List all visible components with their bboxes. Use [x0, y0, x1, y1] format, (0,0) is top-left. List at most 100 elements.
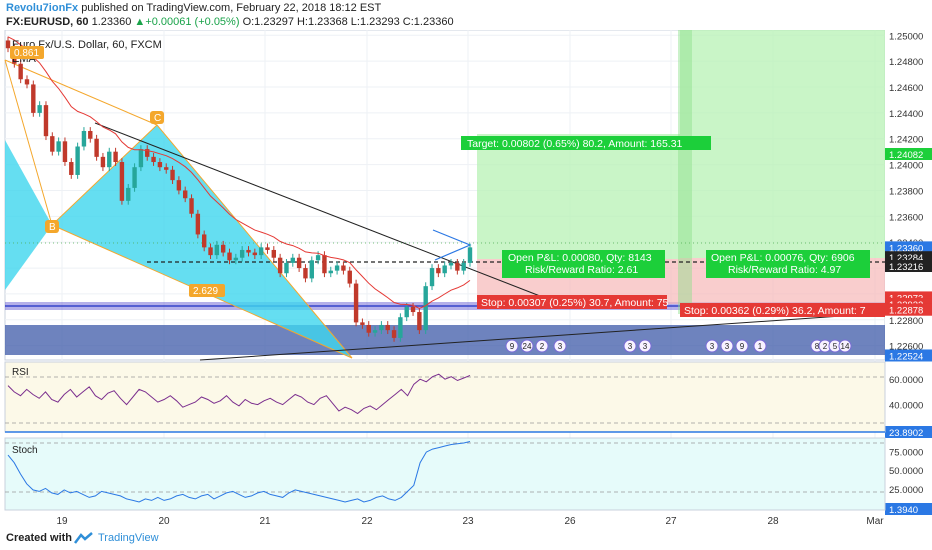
- pattern-c-label: C: [154, 113, 161, 124]
- chart-header: Revolu7ionFx published on TradingView.co…: [0, 0, 932, 30]
- time-tick: 28: [767, 516, 779, 527]
- chart-canvas[interactable]: Euro Fx/U.S. Dollar, 60, FXCM EMA 0.861 …: [0, 30, 932, 528]
- rsi-pane: [4, 361, 886, 433]
- candle: [246, 249, 251, 253]
- price-tick: 1.22600: [889, 342, 923, 353]
- stop-label-2[interactable]: Stop: 0.00362 (0.29%) 36.2, Amount: 7: [684, 305, 866, 317]
- time-tick: 20: [158, 516, 170, 527]
- candle: [315, 255, 321, 261]
- price-tick: 1.24600: [889, 83, 923, 94]
- price-label-bg: [885, 259, 932, 272]
- candle: [100, 156, 106, 168]
- pnl-label-1[interactable]: Open P&L: 0.00080, Qty: 8143: [508, 252, 652, 264]
- candle: [233, 257, 239, 261]
- tradingview-brand[interactable]: TradingView: [98, 532, 159, 544]
- ema-line: [7, 36, 471, 309]
- price-axis[interactable]: [885, 30, 932, 528]
- candle: [366, 324, 371, 333]
- candle: [107, 151, 112, 168]
- candle: [429, 268, 435, 287]
- rsi-tick: 40.0000: [889, 401, 923, 412]
- candle: [5, 40, 11, 49]
- pnl-label-2[interactable]: Open P&L: 0.00076, Qty: 6906: [711, 252, 855, 264]
- symbol-label[interactable]: FX:EURUSD, 60: [6, 16, 89, 28]
- published-text: published on TradingView.com, February 2…: [81, 2, 382, 14]
- candle: [296, 257, 302, 269]
- event-count: 14: [841, 342, 850, 351]
- candle: [341, 265, 346, 271]
- candle: [277, 257, 283, 274]
- event-count: 2: [540, 342, 545, 351]
- chart-title: Euro Fx/U.S. Dollar, 60, FXCM: [12, 39, 162, 51]
- candle: [239, 249, 245, 258]
- event-count: 3: [628, 342, 633, 351]
- pattern-leg-xab: [5, 140, 52, 290]
- price-tick: 1.22800: [889, 316, 923, 327]
- target-label-bg: [461, 136, 711, 150]
- candle: [31, 84, 36, 113]
- price-change: +0.00061 (+0.05%): [145, 16, 240, 28]
- pattern-x-label: 0.861: [14, 48, 39, 59]
- candle: [151, 156, 156, 163]
- rsi-last-bg: [885, 426, 932, 438]
- target-label[interactable]: Target: 0.00802 (0.65%) 80.2, Amount: 16…: [467, 138, 683, 150]
- event-count: 2: [823, 342, 828, 351]
- stoch-tick: 50.0000: [889, 466, 923, 477]
- target-zone-2: [680, 30, 885, 258]
- candle: [360, 322, 365, 325]
- event-icon: [505, 339, 519, 353]
- time-axis[interactable]: 19 20 21 22 23 26 27 28 Mar: [56, 516, 884, 527]
- candle: [347, 270, 352, 284]
- event-count: 8: [815, 342, 820, 351]
- candle: [56, 141, 61, 152]
- rr-label-1: Risk/Reward Ratio: 2.61: [525, 264, 638, 276]
- candle: [24, 79, 30, 85]
- candle: [398, 317, 403, 338]
- event-count: 9: [740, 342, 745, 351]
- rsi-tick: 60.0000: [889, 375, 923, 386]
- candles: [5, 36, 473, 342]
- price-label: 1.23216: [889, 262, 923, 273]
- candle: [309, 260, 314, 279]
- tradingview-logo-icon: [74, 532, 93, 544]
- event-count: 3: [558, 342, 563, 351]
- candle: [379, 324, 384, 331]
- author-name[interactable]: Revolu7ionFx: [6, 2, 79, 14]
- candle: [113, 151, 118, 163]
- price-label: 1.22878: [889, 306, 923, 317]
- candle: [436, 268, 441, 274]
- candle: [284, 262, 289, 274]
- candle: [126, 187, 131, 201]
- up-arrow-icon: ▲: [134, 16, 146, 28]
- pattern-x-badge: [10, 46, 44, 59]
- time-tick: 23: [462, 516, 474, 527]
- stoch-pane: [4, 437, 886, 511]
- time-tick: 21: [259, 516, 271, 527]
- candle: [201, 234, 207, 248]
- candle: [189, 198, 194, 214]
- candle: [372, 330, 378, 333]
- candle: [62, 141, 68, 163]
- stop-label-1[interactable]: Stop: 0.00307 (0.25%) 30.7, Amount: 75: [481, 297, 669, 309]
- candle: [94, 138, 99, 157]
- event-count: 3: [710, 342, 715, 351]
- price-label: 1.24082: [889, 150, 923, 161]
- candle: [353, 283, 359, 323]
- event-icons[interactable]: 9 24 2 3 3 3 3 3 9 1 8 2 5 14: [505, 339, 852, 353]
- event-icon: [753, 339, 767, 353]
- price-tick: 1.24200: [889, 135, 923, 146]
- candle: [18, 63, 23, 80]
- candle: [410, 306, 416, 313]
- event-count: 3: [643, 342, 648, 351]
- candle: [227, 252, 232, 261]
- candle: [157, 162, 163, 168]
- candle: [265, 247, 270, 250]
- trendline-up[interactable]: [199, 312, 886, 361]
- event-icon: [553, 339, 567, 353]
- candle: [328, 270, 333, 274]
- candle: [164, 167, 169, 170]
- price-tick: 1.24400: [889, 109, 923, 120]
- candle: [170, 169, 175, 181]
- event-count: 9: [510, 342, 515, 351]
- price-tick: 1.24000: [889, 161, 923, 172]
